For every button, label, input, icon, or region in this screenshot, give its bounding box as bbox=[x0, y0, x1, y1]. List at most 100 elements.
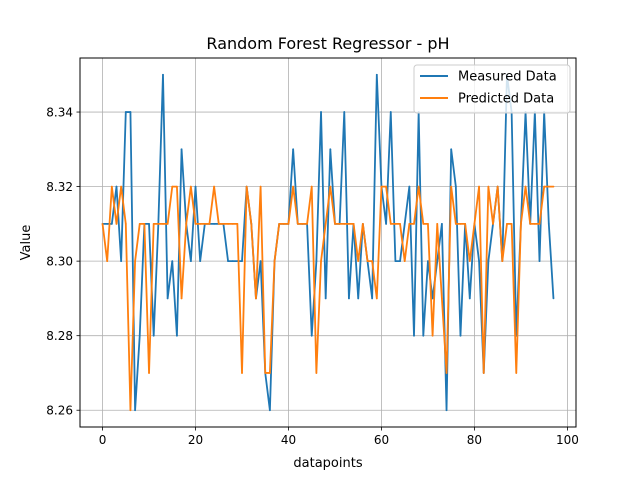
data-point bbox=[157, 222, 160, 225]
data-point bbox=[385, 185, 388, 188]
data-point bbox=[403, 260, 406, 263]
y-tick-label: 8.34 bbox=[46, 106, 73, 120]
x-tick-label: 60 bbox=[374, 433, 389, 447]
data-point bbox=[180, 148, 183, 151]
data-point bbox=[152, 222, 155, 225]
data-point bbox=[385, 222, 388, 225]
data-point bbox=[217, 222, 220, 225]
data-point bbox=[427, 260, 429, 263]
data-point bbox=[227, 260, 229, 263]
data-point bbox=[431, 297, 434, 300]
data-point bbox=[496, 185, 499, 188]
data-point bbox=[450, 185, 453, 188]
data-point bbox=[399, 222, 401, 225]
data-point bbox=[315, 260, 318, 263]
data-point bbox=[194, 222, 197, 225]
data-point bbox=[208, 222, 211, 225]
data-point bbox=[510, 222, 513, 225]
data-point bbox=[129, 409, 132, 412]
data-point bbox=[357, 297, 360, 300]
data-point bbox=[422, 222, 425, 225]
data-point bbox=[543, 185, 546, 188]
data-point bbox=[459, 334, 462, 337]
data-point bbox=[138, 222, 141, 225]
data-point bbox=[199, 260, 202, 263]
chart-title: Random Forest Regressor - pH bbox=[206, 34, 449, 53]
data-point bbox=[259, 260, 262, 263]
data-point bbox=[538, 222, 541, 225]
data-point bbox=[120, 185, 123, 188]
data-point bbox=[343, 111, 346, 113]
data-point bbox=[148, 222, 150, 225]
data-point bbox=[394, 260, 397, 263]
data-point bbox=[547, 222, 550, 225]
legend: Measured Data Predicted Data bbox=[413, 64, 571, 114]
y-tick-label: 8.28 bbox=[46, 329, 73, 343]
data-point bbox=[134, 409, 136, 412]
data-point bbox=[482, 372, 485, 374]
data-point bbox=[334, 222, 336, 225]
data-point bbox=[255, 297, 257, 300]
data-point bbox=[389, 222, 392, 225]
data-point bbox=[445, 372, 448, 374]
data-point bbox=[315, 372, 318, 374]
data-point bbox=[176, 334, 178, 337]
x-axis-label: datapoints bbox=[293, 456, 362, 471]
data-point bbox=[120, 260, 123, 263]
data-point bbox=[394, 222, 397, 225]
data-point bbox=[366, 260, 369, 263]
data-point bbox=[413, 222, 415, 225]
data-point bbox=[436, 260, 439, 263]
data-point bbox=[306, 222, 308, 225]
data-point bbox=[236, 222, 239, 225]
data-point bbox=[515, 372, 518, 374]
data-point bbox=[250, 222, 253, 225]
data-point bbox=[287, 222, 290, 225]
data-point bbox=[213, 185, 216, 188]
data-point bbox=[464, 222, 467, 225]
data-point bbox=[361, 222, 364, 225]
data-point bbox=[417, 185, 420, 188]
data-point bbox=[478, 185, 480, 188]
data-point bbox=[259, 185, 262, 188]
data-point bbox=[115, 222, 118, 225]
data-point bbox=[329, 148, 332, 151]
data-point bbox=[440, 297, 443, 300]
data-point bbox=[282, 222, 285, 225]
data-point bbox=[533, 222, 536, 225]
data-point bbox=[375, 297, 378, 300]
data-point bbox=[110, 185, 113, 188]
data-point bbox=[431, 334, 434, 337]
data-point bbox=[487, 260, 490, 263]
data-point bbox=[324, 222, 327, 225]
x-tick-label: 20 bbox=[188, 433, 203, 447]
data-point bbox=[348, 222, 350, 225]
data-point bbox=[203, 222, 206, 225]
data-point bbox=[106, 260, 109, 263]
data-point bbox=[529, 222, 532, 225]
x-tick-label: 80 bbox=[467, 433, 482, 447]
data-point bbox=[454, 185, 457, 188]
data-point bbox=[292, 148, 295, 151]
data-point bbox=[380, 185, 383, 188]
data-point bbox=[524, 185, 527, 188]
data-point bbox=[106, 222, 109, 225]
data-point bbox=[134, 260, 136, 263]
data-point bbox=[162, 73, 164, 76]
data-point bbox=[473, 222, 476, 225]
data-point bbox=[241, 372, 243, 374]
data-point bbox=[552, 185, 555, 188]
data-point bbox=[454, 222, 457, 225]
data-point bbox=[520, 222, 522, 225]
data-point bbox=[324, 297, 327, 300]
x-tick-label: 40 bbox=[281, 433, 296, 447]
data-point bbox=[166, 297, 169, 300]
data-point bbox=[213, 222, 216, 225]
x-tick-label: 100 bbox=[556, 433, 579, 447]
data-point bbox=[440, 222, 443, 225]
data-point bbox=[222, 222, 225, 225]
series-line-1 bbox=[101, 185, 554, 412]
data-point bbox=[468, 297, 471, 300]
y-tick-label: 8.32 bbox=[46, 180, 73, 194]
